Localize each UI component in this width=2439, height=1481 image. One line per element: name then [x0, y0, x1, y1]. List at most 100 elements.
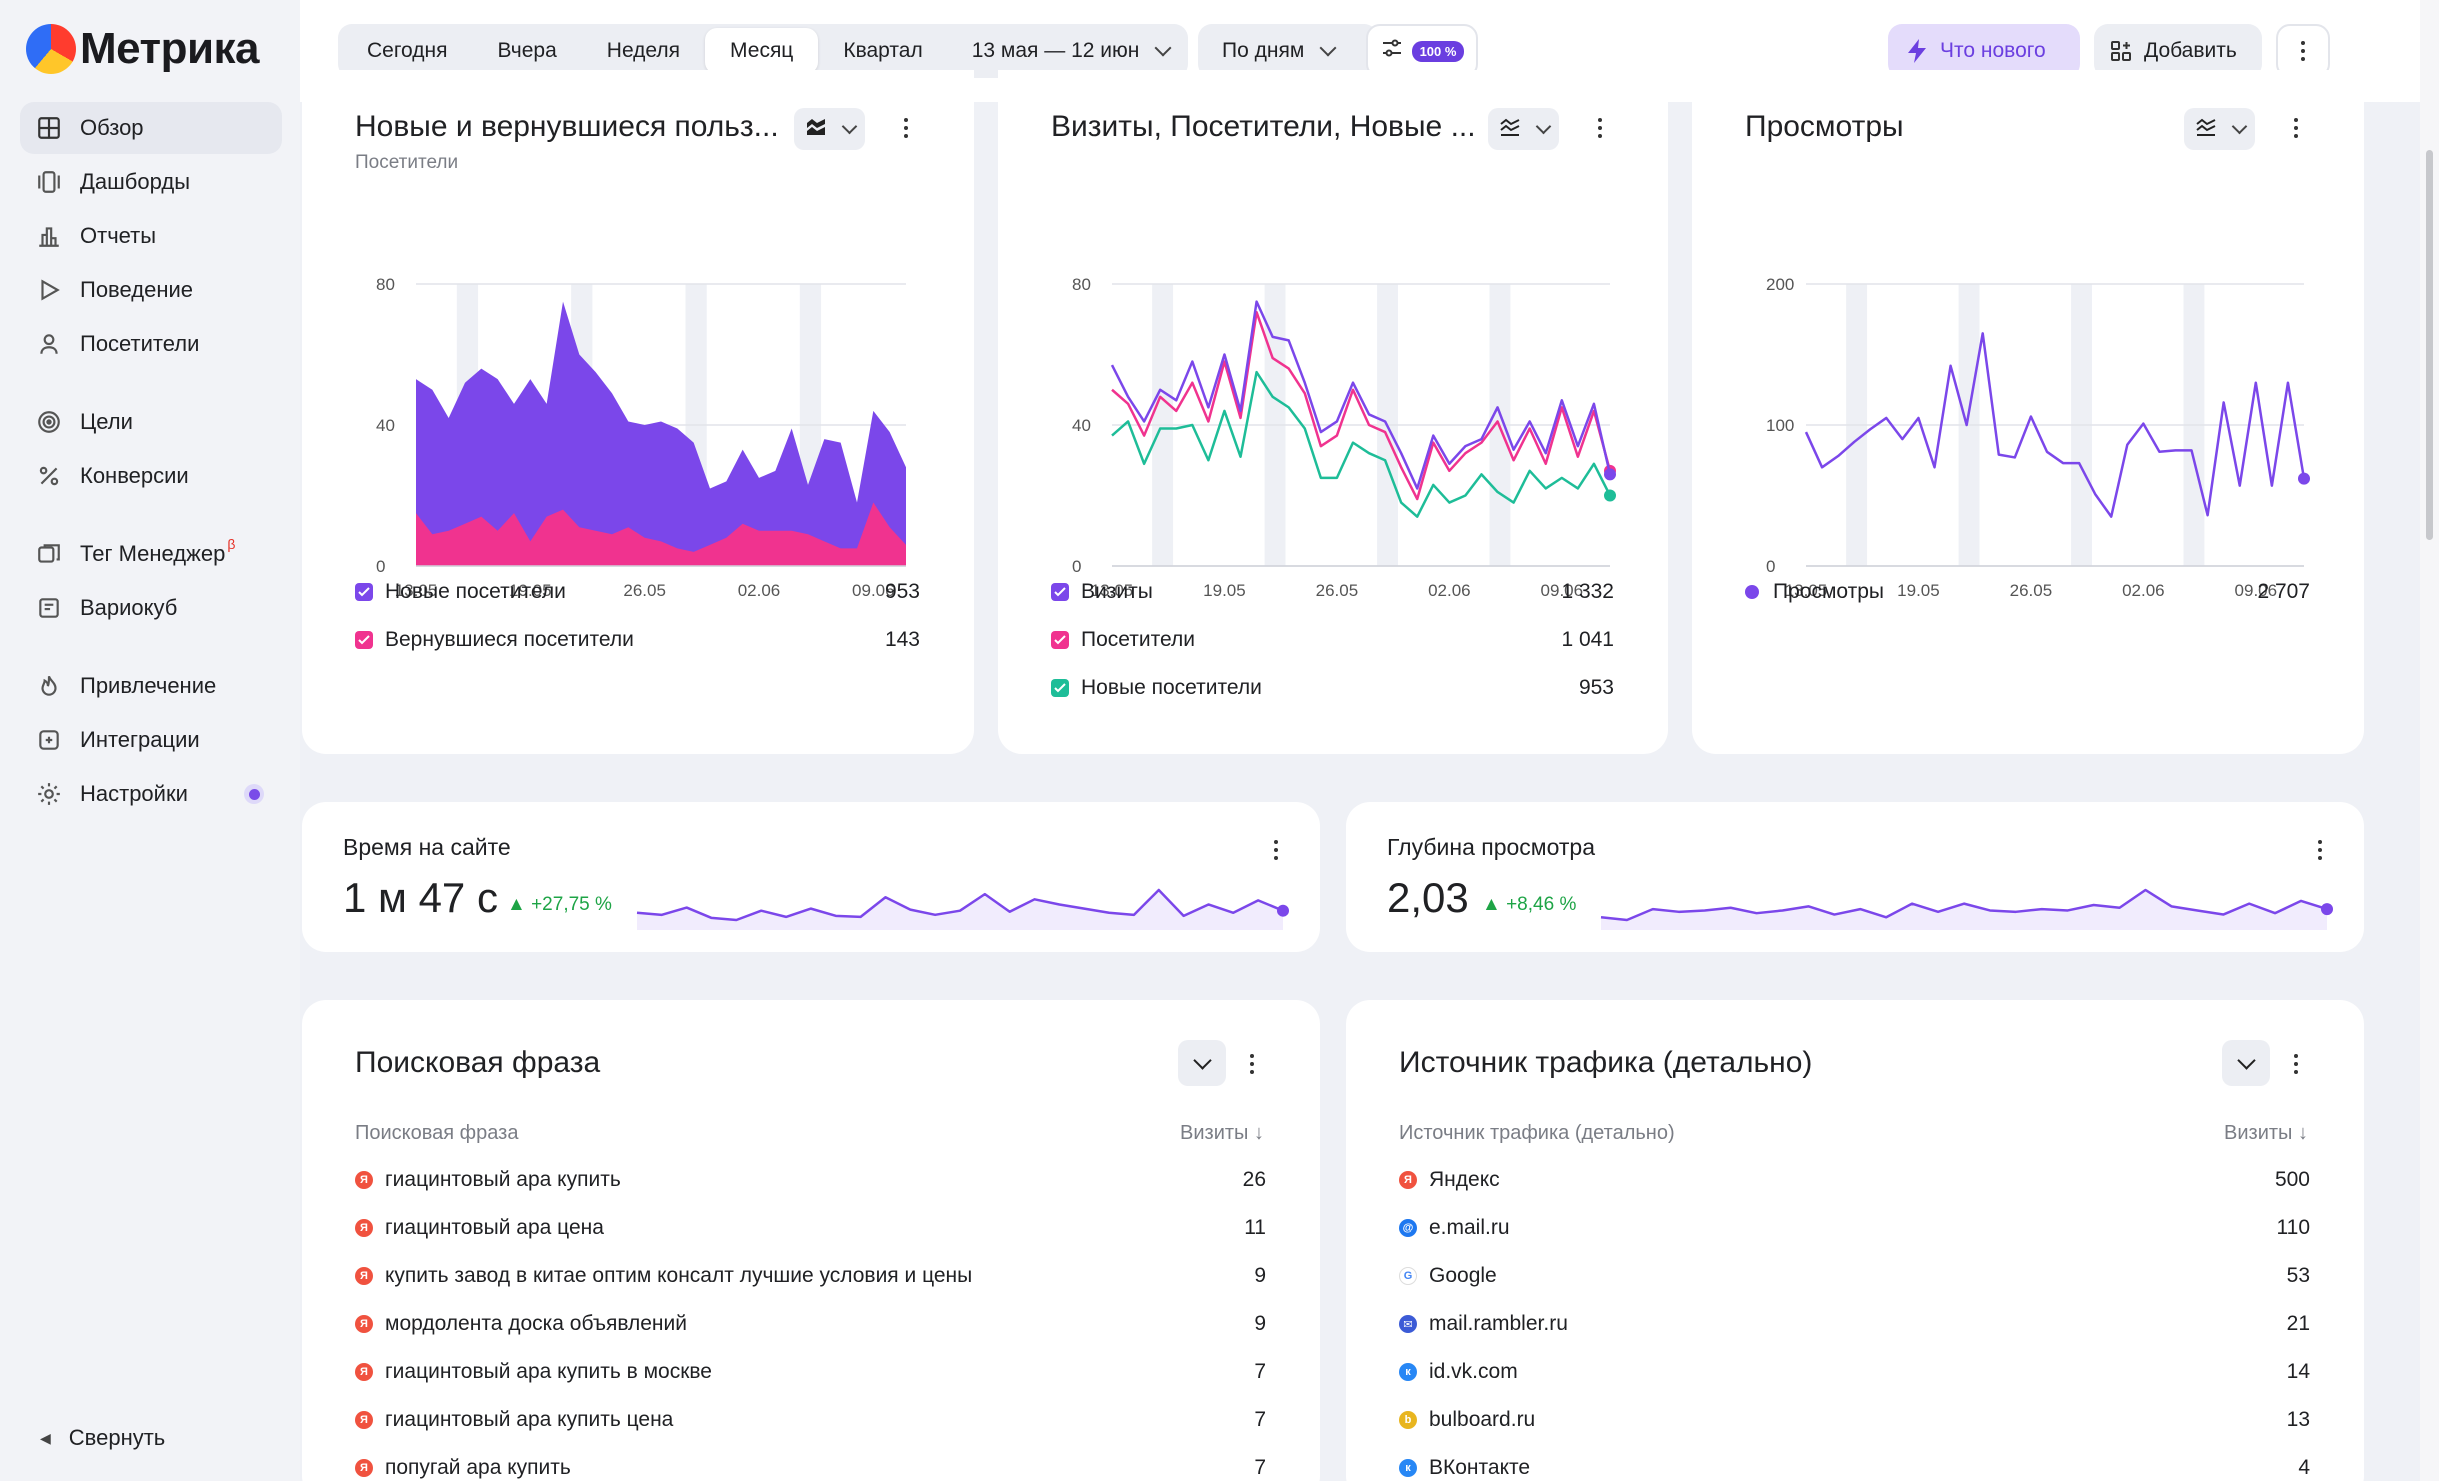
yandex-icon: Я	[355, 1363, 373, 1381]
x-tick-label: 09.06	[2235, 581, 2278, 600]
sidebar-item-overview[interactable]: Обзор	[20, 102, 282, 154]
widget-menu-button[interactable]	[904, 118, 908, 138]
widget-menu-button[interactable]	[2294, 1054, 2298, 1074]
notification-dot	[244, 784, 264, 804]
reports-icon	[36, 223, 62, 249]
checkbox-icon	[355, 631, 373, 649]
sidebar-item-settings[interactable]: Настройки	[20, 768, 282, 820]
table-row[interactable]: @ e.mail.ru	[1399, 1216, 1510, 1240]
chart-type-dropdown[interactable]	[2184, 108, 2255, 150]
period-yesterday[interactable]: Вчера	[497, 39, 557, 62]
row-label: гиацинтовый ара цена	[385, 1216, 604, 1239]
legend-item-pageviews[interactable]: Просмотры	[1745, 580, 1884, 604]
row-value: 7	[1254, 1360, 1266, 1383]
x-tick-label: 26.05	[2010, 581, 2053, 600]
page-scrollbar[interactable]	[2420, 0, 2439, 1481]
widget-menu-button[interactable]	[1274, 840, 1278, 860]
widget-menu-button[interactable]	[2294, 118, 2298, 138]
sidebar-item-label: Посетители	[80, 331, 200, 356]
table-row[interactable]: к ВКонтакте	[1399, 1456, 1530, 1480]
series-line	[1804, 332, 2306, 518]
widget-dropdown-button[interactable]	[1178, 1040, 1226, 1086]
time-on-site-sparkline	[636, 888, 1289, 930]
legend-item-visitors[interactable]: Посетители	[1051, 628, 1195, 652]
filters-button[interactable]: 100 %	[1366, 24, 1478, 78]
sidebar-item-label: Тег Менеджер	[80, 541, 226, 566]
add-widget-button[interactable]: Добавить	[2094, 24, 2262, 78]
chart-type-dropdown[interactable]	[1488, 108, 1559, 150]
period-month[interactable]: Месяц	[705, 28, 819, 74]
sidebar: Метрика Обзор Дашборды Отчеты Поведение …	[0, 0, 300, 1481]
widget-menu-button[interactable]	[1250, 1054, 1254, 1074]
table-row[interactable]: b bulboard.ru	[1399, 1408, 1535, 1432]
sidebar-item-integrations[interactable]: Интеграции	[20, 714, 282, 766]
chart-type-dropdown[interactable]	[794, 108, 865, 150]
date-range-picker[interactable]: 13 мая — 12 июн	[948, 39, 1172, 63]
period-week[interactable]: Неделя	[606, 39, 681, 62]
column-header-visits[interactable]: Визиты ↓	[2224, 1122, 2308, 1144]
variocube-icon	[36, 595, 62, 621]
collapse-sidebar-button[interactable]: ◀ Свернуть	[40, 1425, 165, 1451]
sidebar-item-conversions[interactable]: Конверсии	[20, 450, 282, 502]
row-label: Google	[1429, 1264, 1497, 1287]
sidebar-item-reports[interactable]: Отчеты	[20, 210, 282, 262]
sparkline-area	[1601, 890, 2327, 930]
table-row[interactable]: Я Яндекс	[1399, 1168, 1500, 1192]
x-tick-label: 13.05	[1091, 581, 1134, 600]
legend-label: Новые посетители	[1081, 676, 1262, 699]
row-value: 500	[2274, 1168, 2310, 1191]
period-quarter[interactable]: Квартал	[843, 39, 923, 62]
widget-menu-button[interactable]	[1598, 118, 1602, 138]
row-label: mail.rambler.ru	[1429, 1312, 1568, 1335]
yandex-icon: Я	[355, 1171, 373, 1189]
sidebar-item-goals[interactable]: Цели	[20, 396, 282, 448]
legend-label: Новые посетители	[385, 580, 566, 603]
sliders-icon	[1380, 36, 1404, 66]
sidebar-item-dashboards[interactable]: Дашборды	[20, 156, 282, 208]
widget-dropdown-button[interactable]	[2222, 1040, 2270, 1086]
logo[interactable]: Метрика	[26, 24, 260, 74]
chevron-down-icon	[1192, 1050, 1212, 1070]
legend-item-new-visitors[interactable]: Новые посетители	[355, 580, 566, 604]
metric-label: Глубина просмотра	[1387, 834, 1595, 860]
legend-label: Вернувшиеся посетители	[385, 628, 634, 651]
collapse-label: Свернуть	[68, 1425, 166, 1450]
sidebar-item-variocube[interactable]: Вариокуб	[20, 582, 282, 634]
series-line	[1111, 370, 1612, 518]
y-tick-label: 0	[1766, 557, 1775, 576]
table-row[interactable]: ✉ mail.rambler.ru	[1399, 1312, 1568, 1336]
rambler-icon: ✉	[1399, 1315, 1417, 1333]
legend-item-visits[interactable]: Визиты	[1051, 580, 1153, 604]
logo-text: Метрика	[80, 24, 260, 73]
legend-label: Посетители	[1081, 628, 1195, 651]
sidebar-item-acquisition[interactable]: Привлечение	[20, 660, 282, 712]
metric-delta: ▲ +27,75 %	[507, 894, 612, 915]
scrollbar-thumb[interactable]	[2426, 150, 2433, 540]
widget-menu-button[interactable]	[2318, 840, 2322, 860]
legend-label: Визиты	[1081, 580, 1153, 603]
whats-new-button[interactable]: Что нового	[1888, 24, 2080, 78]
google-icon: G	[1399, 1267, 1417, 1285]
row-label: попугай ара купить	[385, 1456, 571, 1479]
grouping-dropdown[interactable]: По дням	[1198, 24, 1378, 78]
column-header-visits[interactable]: Визиты ↓	[1180, 1122, 1264, 1144]
legend-item-returning-visitors[interactable]: Вернувшиеся посетители	[355, 628, 634, 652]
sidebar-item-visitors[interactable]: Посетители	[20, 318, 282, 370]
add-label: Добавить	[2144, 39, 2237, 62]
table-row[interactable]: G Google	[1399, 1264, 1497, 1288]
period-today[interactable]: Сегодня	[367, 39, 448, 62]
pageviews-chart: 0 100 200 13.05 19.05 26.05 02.06 09.06	[1766, 275, 2310, 600]
x-tick-label: 19.05	[1203, 581, 1246, 600]
sidebar-item-tag-manager[interactable]: Тег Менеджер β	[20, 528, 282, 580]
legend-item-new-visitors[interactable]: Новые посетители	[1051, 676, 1262, 700]
table-row[interactable]: к id.vk.com	[1399, 1360, 1518, 1384]
sidebar-item-behavior[interactable]: Поведение	[20, 264, 282, 316]
legend-value: 953	[884, 580, 920, 603]
